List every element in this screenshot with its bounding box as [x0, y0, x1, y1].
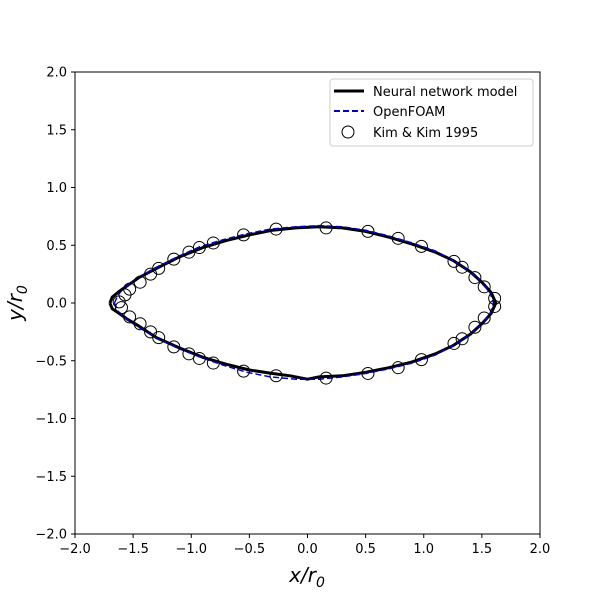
series-openfoam — [113, 224, 495, 380]
data-point — [477, 280, 491, 294]
y-tick-label: 1.0 — [46, 181, 67, 196]
y-tick-label: 0.5 — [46, 239, 67, 254]
data-point — [152, 261, 166, 275]
legend-label-openfoam: OpenFOAM — [373, 105, 445, 120]
data-point — [391, 361, 405, 375]
data-point — [152, 331, 166, 345]
data-point — [468, 271, 482, 285]
data-point — [269, 222, 283, 236]
series-neural-network — [108, 225, 498, 381]
data-point — [167, 340, 181, 354]
data-point — [361, 366, 375, 380]
data-point — [455, 332, 469, 346]
x-tick-label: 1.5 — [472, 542, 493, 557]
data-point — [133, 275, 147, 289]
x-tick-label: −1.0 — [175, 542, 207, 557]
y-tick-label: −1.5 — [35, 470, 67, 485]
data-point — [319, 221, 333, 235]
data-point — [167, 252, 181, 266]
data-point — [361, 224, 375, 238]
data-point — [468, 320, 482, 334]
legend-label-kim-kim: Kim & Kim 1995 — [373, 126, 478, 141]
legend: Neural network model OpenFOAM Kim & Kim … — [329, 78, 534, 147]
data-point — [237, 364, 251, 378]
axis-ticks: −2.0 −1.5 −1.0 −0.5 0.0 0.5 1.0 1.5 2.0 −2.0 −1.5 −… — [35, 66, 550, 558]
y-tick-label: 1.5 — [46, 123, 67, 138]
x-axis-label: x/r0 — [288, 563, 325, 591]
data-point — [237, 228, 251, 242]
x-tick-label: −1.5 — [117, 542, 149, 557]
data-point — [414, 353, 428, 367]
data-point — [123, 282, 137, 296]
data-point — [447, 336, 461, 350]
data-point — [455, 260, 469, 274]
data-point — [488, 299, 502, 313]
x-tick-label: −2.0 — [59, 542, 91, 557]
data-point — [391, 231, 405, 245]
data-point — [115, 301, 128, 315]
x-tick-label: 1.0 — [413, 542, 434, 557]
x-tick-label: 0.0 — [297, 542, 318, 557]
data-point — [319, 371, 333, 385]
legend-box — [329, 78, 534, 147]
legend-label-neural-network: Neural network model — [373, 85, 517, 100]
series-kim-kim-1995 — [112, 221, 502, 385]
x-tick-label: 2.0 — [530, 542, 551, 557]
y-tick-label: −0.5 — [35, 354, 67, 369]
data-point — [192, 241, 206, 255]
y-tick-label: 2.0 — [46, 66, 67, 81]
y-tick-label: 0.0 — [46, 297, 67, 312]
y-tick-label: −1.0 — [35, 412, 67, 427]
x-tick-label: 0.5 — [355, 542, 376, 557]
data-point — [192, 351, 206, 365]
data-point — [414, 239, 428, 253]
data-point — [206, 236, 220, 250]
data-point — [206, 356, 220, 370]
data-point — [133, 317, 147, 331]
data-point — [488, 291, 502, 305]
y-axis-label: y/r0 — [3, 285, 31, 322]
legend-swatch-kim-kim — [341, 125, 355, 139]
y-tick-label: −2.0 — [35, 528, 67, 543]
data-point — [123, 310, 137, 324]
data-point — [477, 311, 491, 325]
plot-area — [108, 221, 502, 385]
data-point — [269, 369, 283, 383]
x-tick-label: −0.5 — [234, 542, 266, 557]
